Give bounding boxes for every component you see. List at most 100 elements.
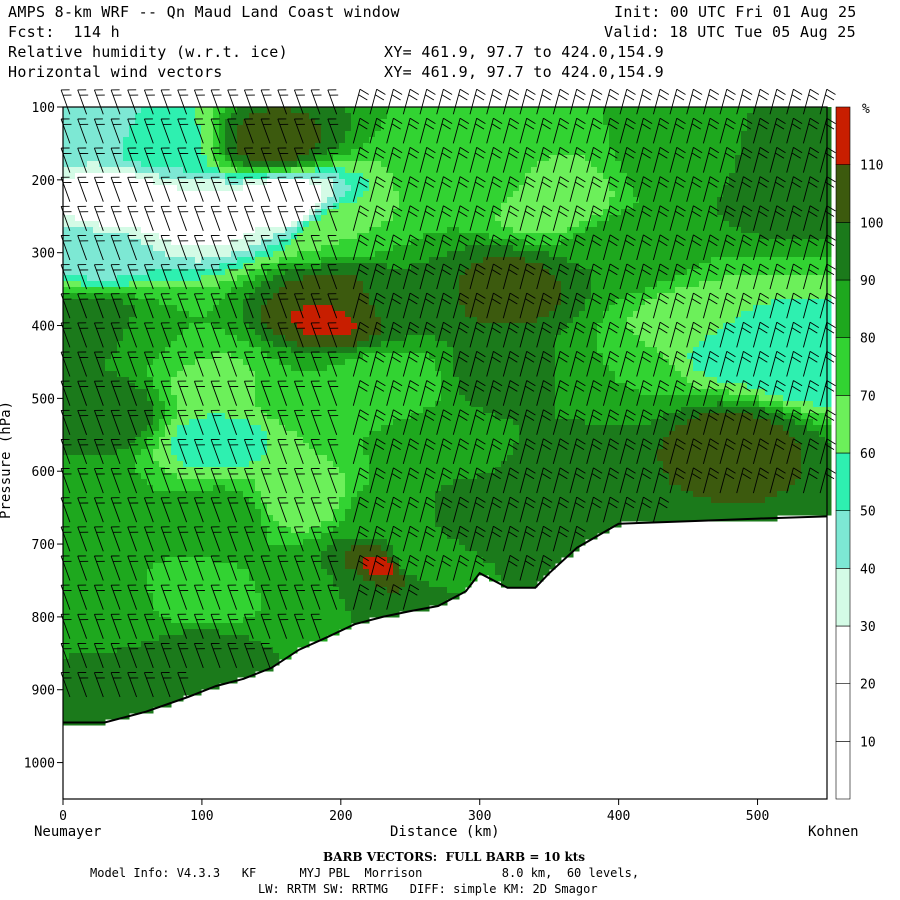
rh-cell xyxy=(363,587,370,594)
rh-cell xyxy=(273,221,280,228)
rh-cell xyxy=(165,467,172,474)
rh-cell xyxy=(87,359,94,366)
rh-cell xyxy=(105,119,112,126)
rh-cell xyxy=(87,173,94,180)
rh-cell xyxy=(357,425,364,432)
rh-cell xyxy=(285,443,292,450)
rh-cell xyxy=(201,611,208,618)
rh-cell xyxy=(219,185,226,192)
rh-cell xyxy=(129,131,136,138)
rh-cell xyxy=(261,455,268,462)
rh-cell xyxy=(327,623,334,630)
rh-cell xyxy=(249,425,256,432)
rh-cell xyxy=(255,197,262,204)
rh-cell xyxy=(363,515,370,522)
rh-cell xyxy=(141,227,148,234)
rh-cell xyxy=(285,293,292,300)
rh-cell xyxy=(165,191,172,198)
rh-cell xyxy=(297,251,304,258)
rh-cell xyxy=(255,269,262,276)
rh-cell xyxy=(171,491,178,498)
rh-cell xyxy=(339,581,346,588)
rh-cell xyxy=(105,383,112,390)
rh-cell xyxy=(135,707,142,714)
rh-cell xyxy=(141,551,148,558)
rh-cell xyxy=(177,341,184,348)
rh-cell xyxy=(261,395,268,402)
rh-cell xyxy=(279,581,286,588)
rh-cell xyxy=(165,353,172,360)
rh-cell xyxy=(147,419,154,426)
rh-cell xyxy=(207,275,214,282)
rh-cell xyxy=(243,305,250,312)
rh-cell xyxy=(93,467,100,474)
rh-cell xyxy=(333,449,340,456)
rh-cell xyxy=(315,539,322,546)
rh-cell xyxy=(135,275,142,282)
rh-cell xyxy=(279,221,286,228)
rh-cell xyxy=(285,191,292,198)
rh-cell xyxy=(81,713,88,720)
rh-cell xyxy=(273,599,280,606)
rh-cell xyxy=(135,605,142,612)
rh-cell xyxy=(339,317,346,324)
rh-cell xyxy=(357,443,364,450)
rh-cell xyxy=(189,449,196,456)
rh-cell xyxy=(321,221,328,228)
rh-cell xyxy=(171,371,178,378)
rh-cell xyxy=(189,233,196,240)
rh-cell xyxy=(333,611,340,618)
rh-cell xyxy=(117,269,124,276)
rh-cell xyxy=(315,419,322,426)
rh-cell xyxy=(273,191,280,198)
rh-cell xyxy=(357,251,364,258)
rh-cell xyxy=(345,167,352,174)
rh-cell xyxy=(123,353,130,360)
rh-cell xyxy=(63,713,70,720)
rh-cell xyxy=(297,221,304,228)
rh-cell xyxy=(243,479,250,486)
rh-cell xyxy=(159,509,166,516)
rh-cell xyxy=(159,389,166,396)
rh-cell xyxy=(105,263,112,270)
rh-cell xyxy=(171,425,178,432)
rh-cell xyxy=(207,245,214,252)
rh-cell xyxy=(177,287,184,294)
rh-cell xyxy=(267,329,274,336)
rh-cell xyxy=(105,227,112,234)
rh-cell xyxy=(213,245,220,252)
rh-cell xyxy=(93,215,100,222)
rh-cell xyxy=(87,203,94,210)
rh-cell xyxy=(351,437,358,444)
rh-cell xyxy=(201,407,208,414)
rh-cell xyxy=(117,185,124,192)
rh-cell xyxy=(177,299,184,306)
rh-cell xyxy=(171,155,178,162)
rh-cell xyxy=(231,359,238,366)
rh-cell xyxy=(321,245,328,252)
rh-cell xyxy=(63,281,70,288)
rh-cell xyxy=(303,125,310,132)
rh-cell xyxy=(183,287,190,294)
rh-cell xyxy=(303,383,310,390)
rh-cell xyxy=(189,509,196,516)
rh-cell xyxy=(375,167,382,174)
rh-cell xyxy=(237,143,244,150)
rh-cell xyxy=(255,617,262,624)
rh-cell xyxy=(303,617,310,624)
rh-cell xyxy=(321,233,328,240)
rh-cell xyxy=(369,179,376,186)
rh-cell xyxy=(93,113,100,120)
rh-cell xyxy=(321,359,328,366)
rh-cell xyxy=(327,611,334,618)
rh-cell xyxy=(219,227,226,234)
rh-cell xyxy=(309,347,316,354)
rh-cell xyxy=(75,461,82,468)
rh-cell xyxy=(339,389,346,396)
rh-cell xyxy=(255,245,262,252)
rh-cell xyxy=(87,569,94,576)
rh-cell xyxy=(363,419,370,426)
rh-cell xyxy=(99,695,106,702)
rh-cell xyxy=(183,221,190,228)
rh-cell xyxy=(357,323,364,330)
